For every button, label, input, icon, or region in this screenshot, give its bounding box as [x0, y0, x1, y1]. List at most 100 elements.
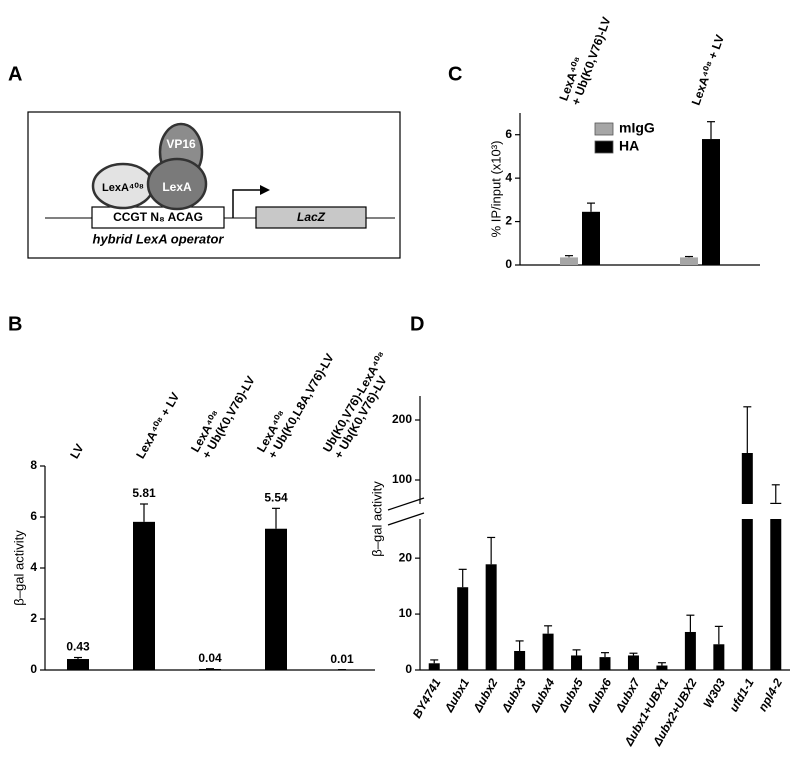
category-label: LexA⁴⁰⁸+ Ub(K0,V76)-LV: [556, 15, 613, 107]
y-tick-label: 200: [392, 412, 412, 426]
vp16-label: VP16: [166, 137, 196, 151]
bar: [428, 663, 440, 670]
category-label-line: LexA⁴⁰⁸ + LV: [689, 33, 727, 107]
bar: [67, 659, 89, 670]
panel-letter: C: [448, 63, 462, 85]
bar: [627, 655, 639, 670]
promoter-arrow: [232, 189, 262, 218]
bar: [265, 528, 287, 670]
data-label: 0.43: [66, 640, 90, 654]
category-label: Δubx1: [441, 676, 472, 715]
category-label: Δubx7: [612, 675, 643, 715]
bar: [656, 665, 668, 670]
bar: [770, 502, 782, 504]
category-label-line: Δubx1: [441, 676, 472, 715]
legend-swatch: [594, 140, 614, 154]
bar: [702, 139, 720, 265]
y-tick-label: 4: [30, 560, 37, 574]
reporter-label: LacZ: [297, 210, 326, 224]
bar: [680, 257, 698, 265]
category-label-line: BY4741: [410, 676, 444, 721]
category-label: Δubx2: [470, 676, 501, 715]
bar: [741, 453, 753, 504]
category-label-line: Δubx7: [612, 675, 643, 715]
category-label-line: LexA⁴⁰⁸ + LV: [133, 390, 182, 461]
operator-box: [91, 206, 225, 229]
y-tick-label: 8: [30, 458, 37, 472]
diagram-caption: hybrid LexA operator: [93, 231, 225, 246]
data-label: 5.54: [264, 491, 288, 505]
legend-label: mIgG: [619, 120, 655, 136]
bar: [741, 519, 753, 670]
axis-break: [387, 497, 425, 511]
diagram: CCGT N₈ ACAG LacZ VP16 LexA⁴⁰⁸ LexA hybr…: [27, 111, 401, 259]
reporter-box: [255, 206, 367, 229]
category-label-line: Δubx5: [555, 676, 586, 715]
category-label: Δubx5: [555, 676, 586, 715]
category-label-line: Δubx4: [527, 676, 558, 715]
y-axis-label: β–gal activity: [369, 481, 384, 557]
bar: [514, 650, 526, 670]
category-label: npl4-2: [755, 676, 785, 714]
category-label: Δubx3: [498, 676, 529, 715]
y-tick-label: 2: [505, 214, 512, 228]
data-label: 0.01: [330, 652, 354, 666]
panel-letter: D: [410, 313, 424, 335]
category-label: LexA⁴⁰⁸ + LV: [133, 390, 182, 461]
diagram-frame: [27, 111, 401, 259]
y-tick-label: 6: [505, 127, 512, 141]
bar: [457, 587, 469, 670]
lexa-blob: [146, 157, 208, 211]
category-label-line: W303: [700, 676, 728, 710]
category-label-line: Δubx3: [498, 676, 529, 715]
y-tick-label: 20: [399, 550, 413, 564]
category-label-line: ufd1-1: [727, 676, 757, 714]
y-tick-label: 4: [505, 170, 512, 184]
data-label: 0.04: [198, 651, 222, 665]
category-label-line: Δubx6: [584, 676, 615, 715]
category-label-line: npl4-2: [755, 676, 785, 714]
bar: [684, 631, 696, 670]
bar: [571, 655, 583, 670]
category-label: LexA⁴⁰⁸+ Ub(K0,V76)-LV: [188, 374, 258, 461]
lexa-label: LexA: [162, 180, 192, 194]
y-tick-label: 0: [405, 662, 412, 676]
bar: [199, 668, 221, 670]
y-axis-label: β–gal activity: [11, 530, 26, 606]
category-label: ufd1-1: [727, 676, 757, 714]
lexa408-label: LexA⁴⁰⁸: [102, 182, 144, 194]
bar: [770, 519, 782, 670]
axis-break: [387, 512, 425, 526]
category-label-line: LV: [67, 442, 86, 462]
bar: [133, 521, 155, 670]
category-label-line: Δubx2: [470, 676, 501, 715]
y-tick-label: 6: [30, 509, 37, 523]
arrow-head: [260, 185, 270, 195]
y-tick-label: 0: [505, 257, 512, 271]
category-label: W303: [700, 676, 728, 710]
category-label: LV: [67, 442, 86, 462]
bar: [599, 657, 611, 670]
bar: [560, 257, 578, 265]
bar: [582, 211, 600, 265]
operator-label: CCGT N₈ ACAG: [113, 210, 203, 224]
bar: [542, 633, 554, 670]
y-tick-label: 100: [392, 472, 412, 486]
panel-letter: B: [8, 313, 22, 335]
category-label: Δubx4: [527, 676, 558, 715]
y-tick-label: 10: [399, 606, 413, 620]
category-label: Δubx6: [584, 676, 615, 715]
y-axis-label: % IP/input (x10³): [488, 141, 503, 238]
category-label: LexA⁴⁰⁸ + LV: [689, 33, 727, 107]
y-tick-label: 0: [30, 662, 37, 676]
data-label: 5.81: [132, 486, 156, 500]
legend-swatch: [594, 122, 614, 136]
legend-label: HA: [619, 138, 639, 154]
bar: [713, 644, 725, 670]
panel-letter: A: [8, 63, 22, 85]
y-tick-label: 2: [30, 611, 37, 625]
category-label: BY4741: [410, 676, 444, 721]
bar: [485, 564, 497, 670]
